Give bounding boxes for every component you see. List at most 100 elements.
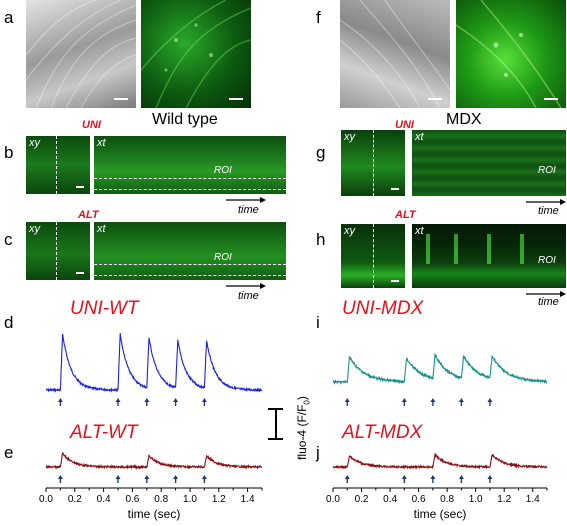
xy-label-c: xy [29, 223, 40, 235]
x-tick-label: 0.4 [97, 494, 111, 505]
xt-label-b: xt [97, 137, 106, 149]
stimulus-arrow [173, 475, 179, 483]
fluorescence-fibers-wt [141, 0, 251, 108]
trace-uni-wt [45, 332, 263, 393]
scale-bar [391, 280, 399, 282]
panel-letter-a: a [4, 8, 14, 27]
line-scan-marker [373, 130, 374, 196]
stimulus-arrow [173, 398, 179, 406]
stimulus-arrow [401, 398, 407, 406]
time-label-c: time [238, 290, 259, 302]
x-tick-label: 1.4 [241, 494, 255, 505]
xt-label-h: xt [415, 225, 424, 237]
trace-alt-mdx [332, 452, 548, 470]
xy-image-c [26, 222, 90, 280]
stimulus-arrow [458, 398, 464, 406]
label-alt-mdx: ALT [395, 209, 416, 221]
x-tick-label: 0.2 [68, 494, 82, 505]
xt-image-b [94, 136, 286, 194]
stimulus-arrow [144, 475, 150, 483]
stimulus-arrow [201, 475, 207, 483]
time-arrow-g [526, 199, 566, 205]
xy-image-h [341, 224, 405, 288]
scale-bar [114, 98, 128, 100]
stimulus-arrow [487, 398, 493, 406]
stimulus-arrow [344, 475, 350, 483]
stimulus-arrow [430, 475, 436, 483]
x-tick-label: 1.4 [526, 494, 540, 505]
brightfield-image-wt [26, 0, 136, 108]
panel-letter-e: e [4, 443, 14, 462]
time-label-h: time [538, 296, 559, 308]
time-label-g: time [538, 205, 559, 217]
stimulus-arrow [458, 475, 464, 483]
x-tick-label: 0.6 [125, 494, 139, 505]
trace-label-uni-mdx: UNI-MDX [342, 298, 424, 319]
x-tick-label: 0.0 [326, 494, 340, 505]
trace-uni-mdx [332, 352, 548, 385]
x-tick-label: 0.4 [383, 494, 397, 505]
roi-box [94, 178, 286, 190]
xy-image-b [26, 136, 90, 194]
fluorescence-image-mdx [456, 0, 566, 108]
x-tick-label: 0.0 [39, 494, 53, 505]
trace-label-uni-wt: UNI-WT [70, 298, 139, 319]
x-tick-label: 1.0 [183, 494, 197, 505]
panel-letter-j: j [316, 443, 320, 462]
line-scan-marker [56, 222, 57, 280]
roi-label-b: ROI [214, 165, 232, 176]
x-tick-label: 1.0 [469, 494, 483, 505]
chart-mdx: 0.0 0.2 0.4 0.6 0.8 1.0 1.2 1.4 time (sec) [326, 352, 548, 521]
trace-label-alt-wt: ALT-WT [70, 422, 138, 443]
scale-bar [229, 98, 243, 100]
stimulus-arrow [115, 475, 121, 483]
brightfield-image-mdx [340, 0, 450, 108]
y-scale-bar [275, 408, 277, 440]
calcium-transient-bands [426, 234, 524, 264]
xy-label-b: xy [29, 137, 40, 149]
scale-bar [544, 98, 558, 100]
xt-label-c: xt [97, 223, 106, 235]
brightfield-fibers-wt [26, 0, 136, 108]
x-tick-label: 0.8 [440, 494, 454, 505]
stimulus-arrow [487, 475, 493, 483]
trace-alt-wt [45, 452, 263, 470]
roi-box [94, 264, 286, 276]
xt-image-g [412, 130, 566, 196]
panel-letter-i: i [316, 313, 320, 332]
stimulus-arrow [344, 398, 350, 406]
trace-label-alt-mdx: ALT-MDX [342, 422, 423, 443]
x-tick-label: 0.6 [412, 494, 426, 505]
xy-image-g [341, 130, 405, 196]
label-uni-wt: UNI [82, 119, 101, 131]
scale-bar [391, 188, 399, 190]
time-arrow-b [226, 197, 266, 203]
scale-bar [76, 186, 84, 188]
scale-bar [76, 272, 84, 274]
x-axis-label: time (sec) [128, 507, 181, 521]
stimulus-arrow [430, 398, 436, 406]
fluorescence-image-wt [141, 0, 251, 108]
time-arrow-h [526, 291, 566, 297]
panel-letter-b: b [4, 143, 14, 162]
line-scan-marker [56, 136, 57, 194]
time-label-b: time [238, 204, 259, 216]
stimulus-arrow [57, 475, 63, 483]
xt-image-c [94, 222, 286, 280]
x-tick-label: 0.8 [154, 494, 168, 505]
panel-letter-h: h [316, 230, 326, 249]
brightfield-fibers-mdx [340, 0, 450, 108]
x-axis-label: time (sec) [414, 507, 467, 521]
y-scale-bar-cap-top [268, 408, 283, 410]
stimulus-arrow [144, 398, 150, 406]
panel-letter-c: c [4, 230, 13, 249]
roi-label-c: ROI [214, 252, 232, 263]
stimulus-arrow [401, 475, 407, 483]
time-arrow-c [226, 283, 266, 289]
xt-image-h [412, 224, 566, 288]
chart-wt: 0.0 0.2 0.4 0.6 0.8 1.0 1.2 1.4 time (sec) [39, 332, 263, 521]
panel-letter-f: f [316, 8, 321, 27]
stimulus-arrow [115, 398, 121, 406]
title-wild-type: Wild type [152, 111, 218, 128]
y-scale-bar-cap-bottom [268, 438, 283, 440]
